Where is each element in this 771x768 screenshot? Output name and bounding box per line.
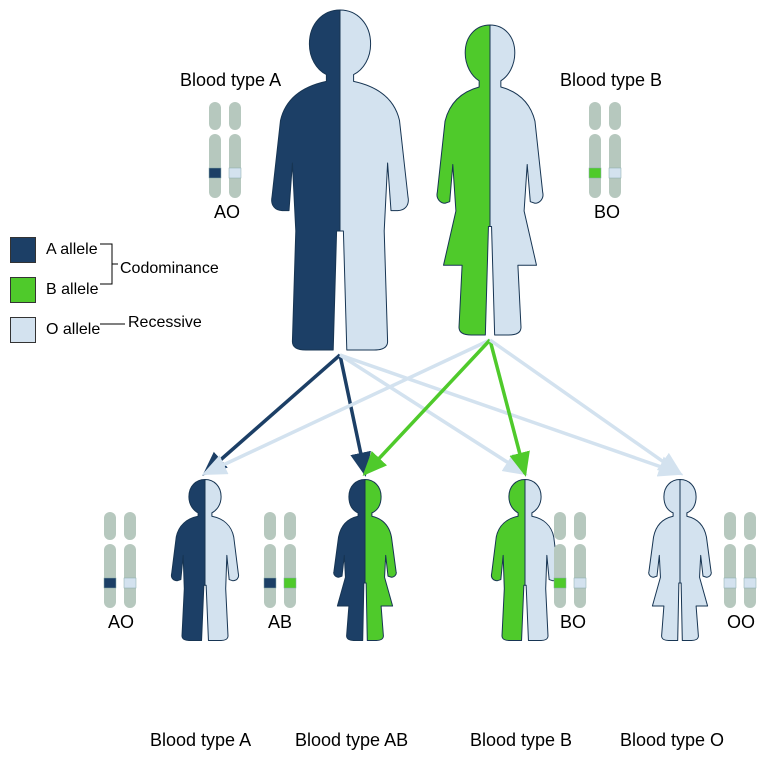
legend: A allele B allele O allele xyxy=(10,230,100,350)
child-2-chromosomes xyxy=(554,512,586,608)
child-0-chromosomes xyxy=(104,512,136,608)
legend-recessive: Recessive xyxy=(128,314,202,332)
child-2-genotype: BO xyxy=(560,612,586,633)
child-2-blood: Blood type B xyxy=(470,730,572,751)
arrow-mother-to-1 xyxy=(365,340,490,474)
mother-chromosomes xyxy=(589,102,621,198)
child-3-genotype: OO xyxy=(727,612,755,633)
arrow-father-to-0 xyxy=(205,355,340,474)
legend-a-label: A allele xyxy=(46,241,98,259)
child-0-figure xyxy=(171,480,238,641)
father-genotype: AO xyxy=(214,202,240,223)
child-1-chromosomes xyxy=(264,512,296,608)
legend-b-label: B allele xyxy=(46,281,98,299)
child-3-chromosomes xyxy=(724,512,756,608)
child-1-blood: Blood type AB xyxy=(295,730,408,751)
legend-o-label: O allele xyxy=(46,321,100,339)
mother-blood-label: Blood type B xyxy=(560,70,662,91)
child-0-genotype: AO xyxy=(108,612,134,633)
swatch-a xyxy=(10,237,36,263)
child-2-figure xyxy=(491,480,558,641)
child-1-figure xyxy=(334,480,397,641)
diagram-root: Blood type A Blood type B A allele B all… xyxy=(0,0,771,768)
father-blood-label: Blood type A xyxy=(180,70,281,91)
legend-a: A allele xyxy=(10,230,100,270)
swatch-b xyxy=(10,277,36,303)
arrow-father-to-1 xyxy=(340,355,365,474)
legend-codominance: Codominance xyxy=(120,260,219,278)
child-0-blood: Blood type A xyxy=(150,730,251,751)
mother-figure xyxy=(437,25,543,335)
diagram-svg xyxy=(0,0,771,768)
mother-genotype: BO xyxy=(594,202,620,223)
child-1-genotype: AB xyxy=(268,612,292,633)
legend-o: O allele xyxy=(10,310,100,350)
legend-b: B allele xyxy=(10,270,100,310)
father-chromosomes xyxy=(209,102,241,198)
child-3-blood: Blood type O xyxy=(620,730,724,751)
father-figure xyxy=(272,10,409,350)
swatch-o xyxy=(10,317,36,343)
child-3-figure xyxy=(649,480,712,641)
